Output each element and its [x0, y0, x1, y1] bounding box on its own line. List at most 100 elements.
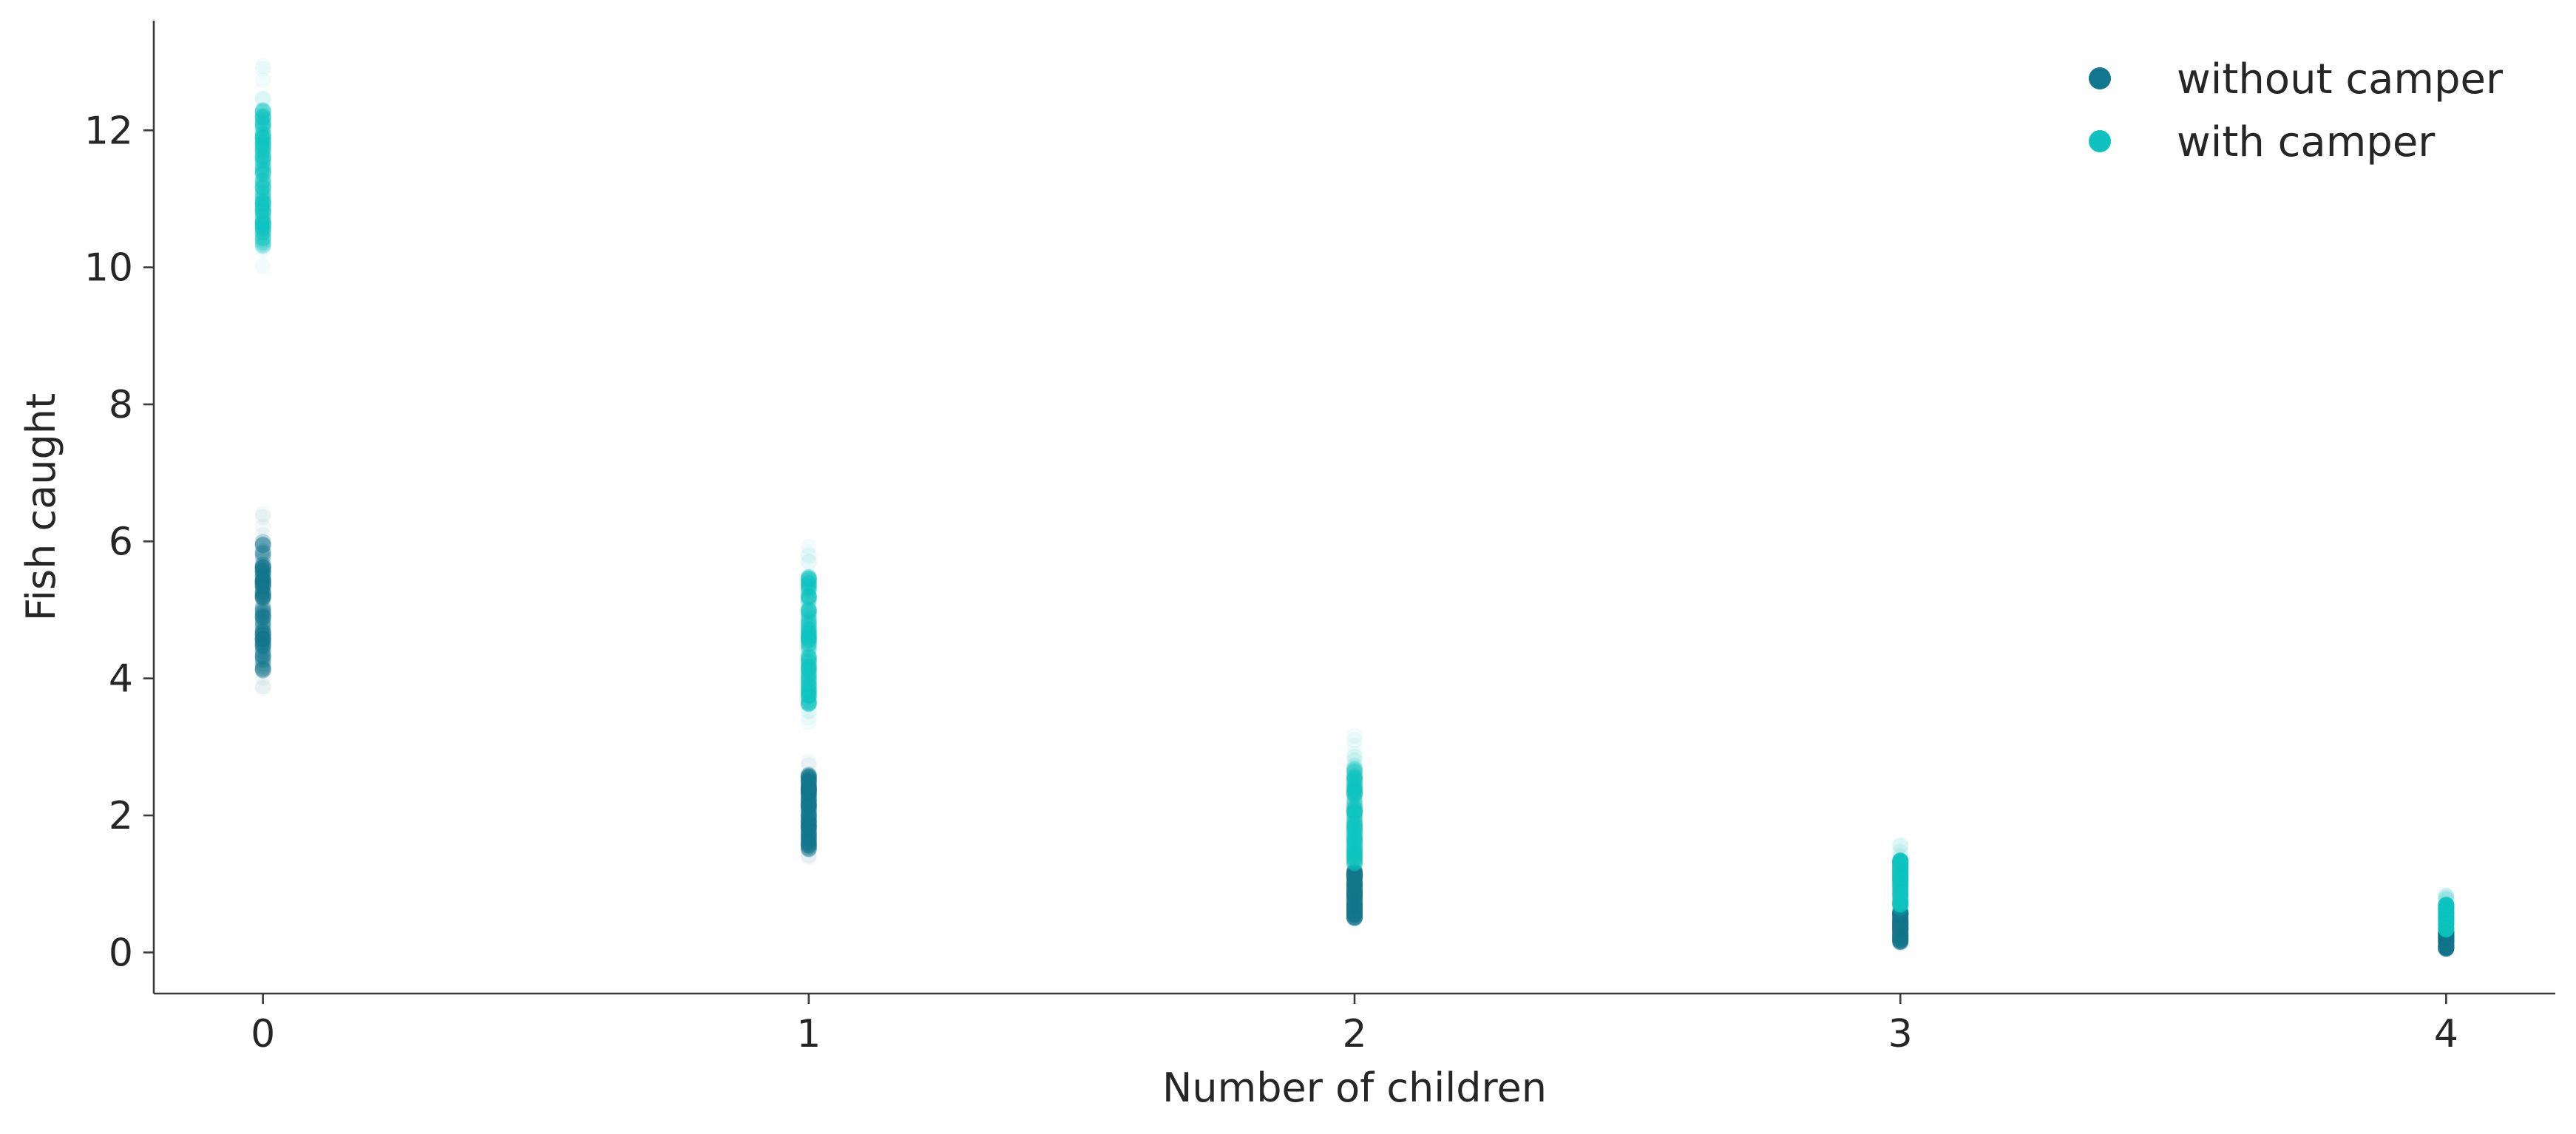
point-0-0: [254, 561, 271, 578]
point-0-4: [2438, 926, 2455, 943]
point-0-4: [2438, 931, 2455, 948]
point-0-1: [800, 835, 817, 852]
point-1-2: [1346, 846, 1363, 863]
point-1-0: [254, 125, 271, 142]
point-1-3: [1892, 838, 1909, 855]
point-0-0: [254, 631, 271, 648]
point-1-0: [254, 134, 271, 151]
point-0-0: [254, 563, 271, 580]
point-0-1: [800, 796, 817, 813]
point-1-2: [1346, 804, 1363, 821]
point-1-1: [800, 687, 817, 704]
point-0-3: [1892, 900, 1909, 917]
point-1-1: [800, 588, 817, 605]
point-1-3: [1892, 854, 1909, 871]
point-0-0: [254, 610, 271, 627]
point-0-3: [1892, 928, 1909, 945]
point-0-1: [800, 773, 817, 790]
point-1-2: [1346, 774, 1363, 791]
point-0-1: [800, 769, 817, 786]
point-1-4: [2438, 919, 2455, 936]
point-0-1: [800, 824, 817, 841]
point-1-4: [2438, 896, 2455, 913]
point-0-3: [1892, 906, 1909, 923]
point-0-3: [1892, 906, 1909, 923]
point-1-3: [1892, 875, 1909, 892]
point-0-4: [2438, 938, 2455, 955]
point-0-4: [2438, 936, 2455, 953]
point-1-1: [800, 598, 817, 615]
point-1-0: [254, 172, 271, 189]
point-1-1: [800, 632, 817, 649]
point-0-0: [254, 575, 271, 592]
point-1-1: [800, 694, 817, 711]
point-1-1: [800, 629, 817, 646]
point-0-1: [800, 813, 817, 830]
point-1-2: [1346, 838, 1363, 855]
point-1-1: [800, 597, 817, 614]
point-1-2: [1346, 778, 1363, 795]
point-1-0: [254, 152, 271, 169]
point-0-2: [1346, 883, 1363, 900]
point-0-3: [1892, 920, 1909, 937]
point-0-4: [2438, 934, 2455, 951]
point-0-4: [2438, 934, 2455, 951]
point-1-1: [800, 660, 817, 677]
point-0-1: [800, 766, 817, 783]
point-0-2: [1346, 877, 1363, 894]
point-0-0: [254, 534, 271, 551]
point-1-0: [254, 208, 271, 225]
point-0-4: [2438, 937, 2455, 954]
point-0-4: [2438, 928, 2455, 945]
point-1-3: [1892, 880, 1909, 897]
point-0-0: [254, 602, 271, 619]
point-0-2: [1346, 879, 1363, 896]
point-0-3: [1892, 913, 1909, 930]
point-0-2: [1346, 910, 1363, 927]
point-0-2: [1346, 905, 1363, 922]
point-1-3: [1892, 865, 1909, 882]
point-1-1: [800, 588, 817, 605]
point-1-2: [1346, 840, 1363, 857]
point-0-2: [1346, 874, 1363, 891]
point-0-1: [800, 807, 817, 824]
point-1-3: [1892, 860, 1909, 877]
point-0-2: [1346, 872, 1363, 889]
point-1-1: [800, 666, 817, 683]
point-0-1: [800, 814, 817, 831]
point-1-2: [1346, 764, 1363, 781]
point-1-3: [1892, 866, 1909, 883]
point-1-4: [2438, 901, 2455, 918]
point-0-0: [254, 583, 271, 600]
point-0-1: [800, 808, 817, 825]
point-0-1: [800, 801, 817, 818]
point-1-1: [800, 665, 817, 682]
point-1-4: [2438, 903, 2455, 920]
point-1-0: [254, 175, 271, 192]
point-0-0: [254, 534, 271, 551]
point-0-3: [1892, 911, 1909, 928]
point-1-4: [2438, 906, 2455, 923]
point-0-2: [1346, 909, 1363, 926]
point-0-4: [2438, 932, 2455, 949]
point-1-2: [1346, 788, 1363, 805]
point-0-1: [800, 830, 817, 847]
point-0-4: [2438, 939, 2455, 956]
point-1-4: [2438, 918, 2455, 935]
point-1-2: [1346, 832, 1363, 849]
point-0-1: [800, 798, 817, 815]
point-0-3: [1892, 914, 1909, 931]
point-0-0: [254, 563, 271, 580]
point-1-4: [2438, 913, 2455, 930]
point-0-2: [1346, 881, 1363, 898]
point-1-2: [1346, 779, 1363, 796]
point-0-4: [2438, 939, 2455, 956]
y-axis-ticks: 0 2 4 6 8 10 12: [84, 109, 154, 975]
point-1-3: [1892, 872, 1909, 889]
point-1-1: [800, 650, 817, 667]
point-1-1: [800, 571, 817, 588]
point-1-3: [1892, 853, 1909, 870]
y-tick-label-2: 4: [109, 657, 133, 702]
point-0-3: [1892, 928, 1909, 945]
point-0-0: [254, 605, 271, 622]
